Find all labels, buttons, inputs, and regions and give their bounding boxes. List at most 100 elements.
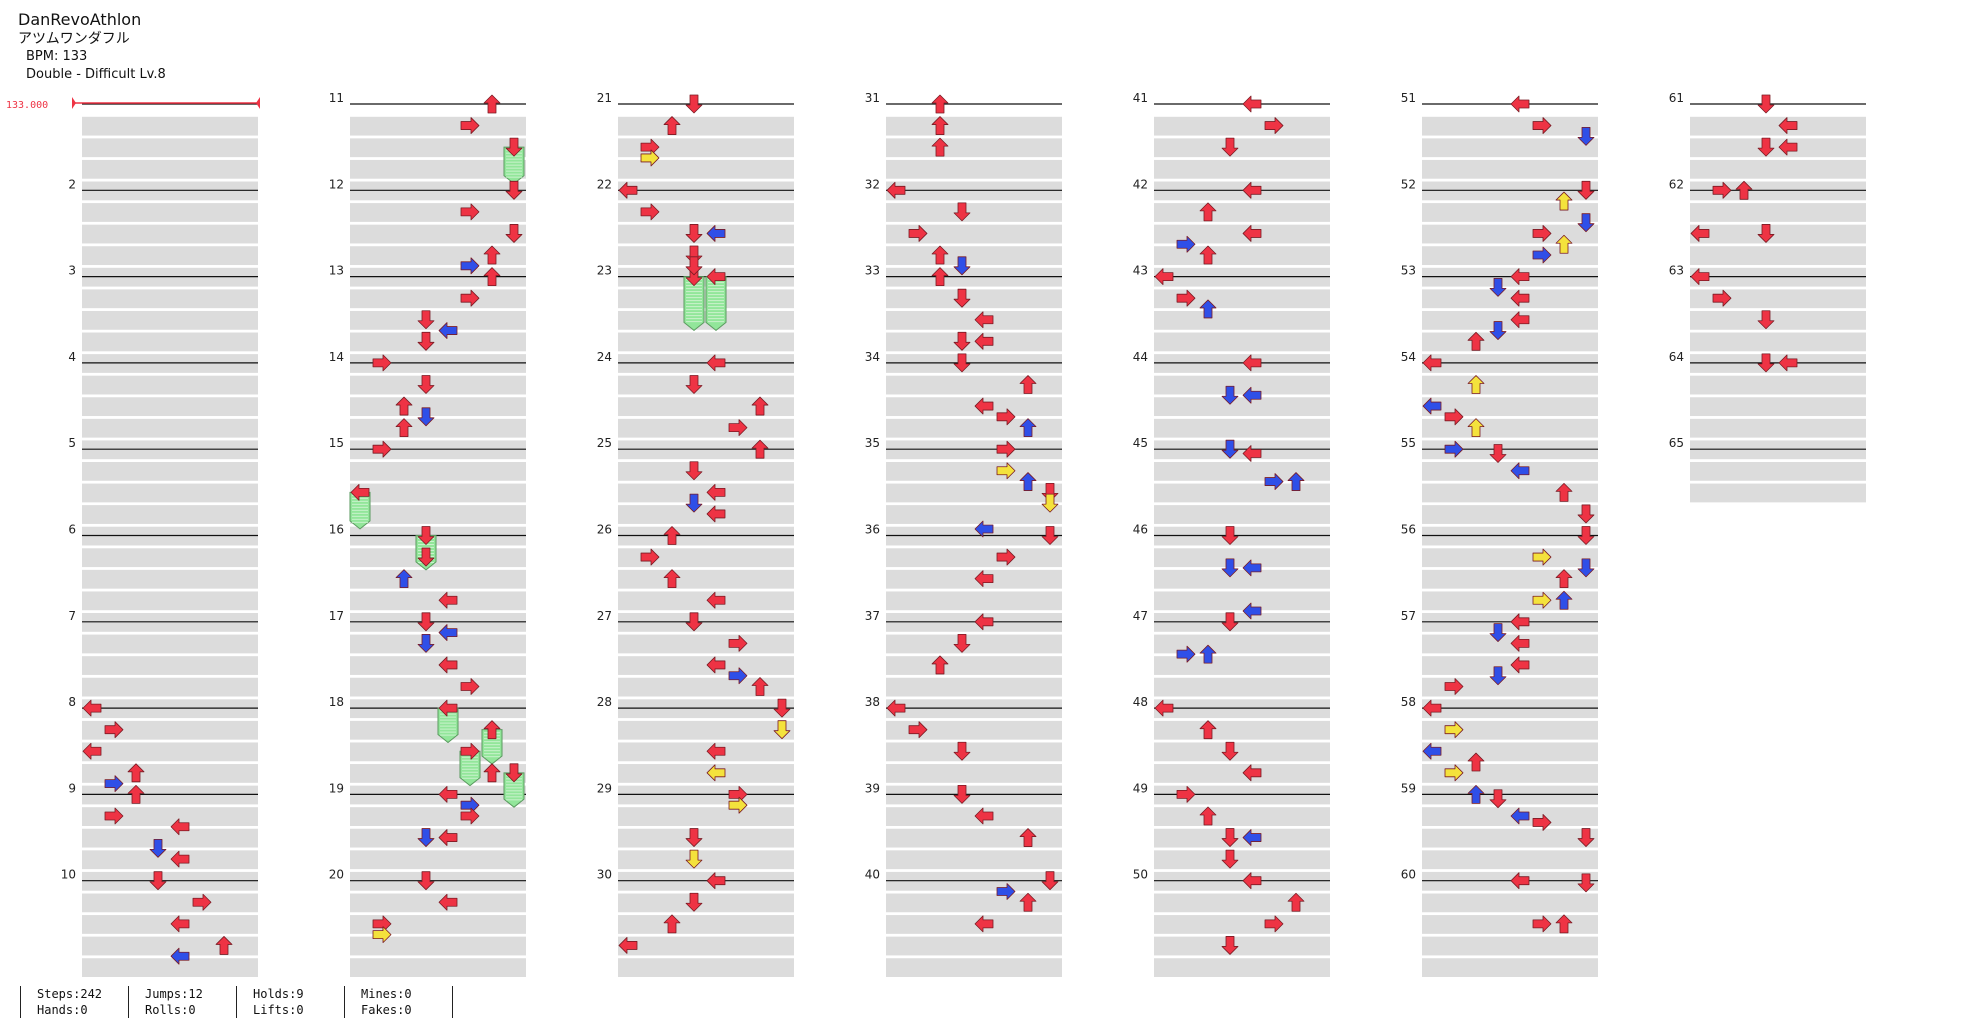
note-arrow (751, 677, 769, 696)
note-arrow (663, 569, 681, 589)
note-arrow (1555, 590, 1573, 610)
beat-stripe (886, 785, 1062, 805)
beat-stripe (350, 310, 526, 330)
measure-number: 15 (329, 436, 344, 450)
note-arrow (685, 612, 703, 632)
measure: 59 (1401, 781, 1598, 891)
note-arrow (663, 526, 681, 545)
hold-body (437, 707, 459, 744)
measure: 55 (1401, 436, 1598, 546)
beat-stripe (82, 440, 258, 460)
beat-stripe (886, 505, 1062, 524)
note-arrow (1422, 354, 1442, 372)
note-arrow (1199, 644, 1217, 664)
note-arrow (395, 418, 413, 438)
beat-stripe (1422, 871, 1598, 891)
beat-stripe (886, 742, 1062, 762)
note-arrow (372, 354, 392, 372)
beat-stripe (1422, 785, 1598, 805)
hold-body (683, 276, 705, 332)
beat-stripe (886, 116, 1062, 136)
beat-stripe (886, 764, 1062, 783)
beat-stripe (1154, 354, 1330, 373)
note-arrow (1422, 699, 1442, 717)
measure-number: 53 (1401, 264, 1416, 278)
note-arrow (706, 354, 726, 372)
beat-stripe (1154, 332, 1330, 352)
beat-stripe (350, 138, 526, 158)
hold-body (459, 750, 481, 787)
beat-stripe (82, 461, 258, 481)
measure: 43 (1133, 264, 1330, 373)
beat-stripe (350, 116, 526, 136)
measure: 2 (68, 177, 258, 287)
measure-number: 12 (329, 177, 344, 191)
measure: 11 (329, 91, 526, 201)
note-arrow (1690, 268, 1710, 286)
beat-stripe (1422, 267, 1598, 287)
note-arrow (1019, 472, 1037, 491)
beat-stripe (1690, 289, 1866, 309)
measure-number: 27 (597, 609, 612, 623)
beat-stripe (82, 418, 258, 438)
beat-stripe (886, 375, 1062, 395)
note-arrow (1221, 936, 1239, 955)
measure-number: 4 (68, 350, 76, 364)
note-arrow (1221, 828, 1239, 847)
beat-stripe (82, 332, 258, 352)
note-arrow (1264, 117, 1284, 134)
beat-stripe (82, 246, 258, 266)
beat-stripe (1154, 699, 1330, 719)
measure: 13 (329, 264, 526, 373)
note-arrow (1019, 375, 1037, 394)
beat-stripe (1690, 461, 1866, 481)
note-arrow (1532, 117, 1552, 134)
measure-number: 46 (1133, 523, 1148, 537)
note-arrow (685, 892, 703, 912)
note-arrow (1489, 623, 1507, 642)
note-arrow (1778, 117, 1798, 134)
beat-stripe (618, 332, 794, 352)
beat-stripe (1422, 159, 1598, 179)
measure-number: 31 (865, 91, 880, 105)
note-arrow (685, 828, 703, 847)
measure: 15 (329, 436, 526, 546)
beat-stripe (82, 310, 258, 330)
beat-stripe (1690, 246, 1866, 266)
note-arrow (505, 137, 523, 157)
beat-stripe (618, 656, 794, 675)
measure: 53 (1401, 264, 1598, 373)
beat-stripe (82, 159, 258, 179)
note-arrow (1489, 789, 1507, 809)
beat-stripe (1422, 397, 1598, 417)
note-arrow (1242, 354, 1262, 372)
note-arrow (953, 202, 971, 222)
beat-stripe (1422, 893, 1598, 913)
measure: 39 (865, 781, 1062, 891)
note-arrow (1176, 786, 1196, 803)
note-arrow (1555, 569, 1573, 589)
note-arrow (1577, 526, 1595, 545)
measure: 40 (865, 868, 1062, 977)
beat-stripe (1422, 807, 1598, 826)
note-arrow (1467, 785, 1485, 804)
measure-lanes: 2345678910111213141516171819202122232425… (61, 91, 1866, 977)
note-arrow (395, 569, 413, 589)
note-arrow (1735, 180, 1753, 200)
note-arrow (372, 440, 392, 458)
note-arrow (1757, 137, 1775, 157)
beat-stripe (618, 893, 794, 913)
measure-number: 56 (1401, 523, 1416, 537)
beat-stripe (1422, 181, 1598, 201)
beat-stripe (1154, 634, 1330, 654)
note-arrow (1532, 591, 1552, 609)
measure: 47 (1133, 609, 1330, 719)
measure-number: 64 (1669, 350, 1684, 364)
beat-stripe (1422, 138, 1598, 158)
beat-stripe (886, 548, 1062, 568)
beat-stripe (1690, 440, 1866, 460)
note-arrow (104, 807, 124, 825)
beat-stripe (886, 720, 1062, 740)
note-arrow (1489, 666, 1507, 686)
beat-stripe (1154, 613, 1330, 632)
